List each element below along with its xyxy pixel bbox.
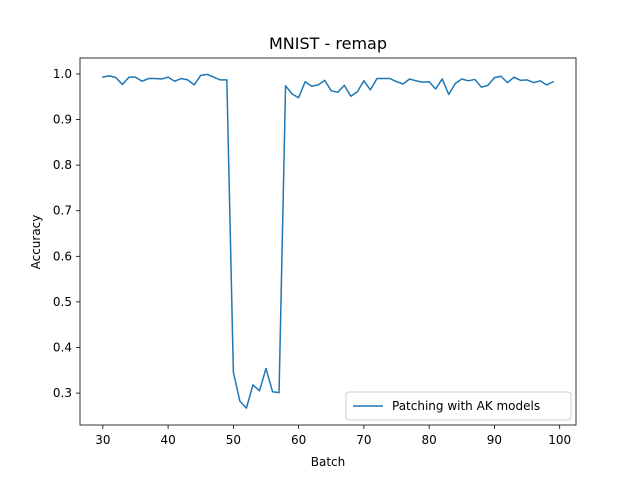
plot-area: 30 40 50 60 70 80 90 100 0.3 0.4 0.5 0.6 0.7 0.8 0.9 1.… — [53, 57, 577, 447]
y-tick-label: 0.9 — [53, 113, 72, 127]
x-tick-label: 100 — [548, 433, 571, 447]
x-tick-label: 60 — [291, 433, 306, 447]
y-tick-label: 0.5 — [53, 295, 72, 309]
series-line-0 — [101, 73, 555, 409]
y-tick-label: 1.0 — [53, 67, 72, 81]
legend-box — [345, 391, 572, 421]
x-tick-label: 40 — [160, 433, 175, 447]
y-tick-label: 0.3 — [53, 386, 72, 400]
x-tick-label: 30 — [95, 433, 110, 447]
x-tick-label: 90 — [487, 433, 502, 447]
x-tick-label: 80 — [422, 433, 437, 447]
x-tick-label: 50 — [226, 433, 241, 447]
y-tick-label: 0.4 — [53, 340, 72, 354]
legend-entry-label: Patching with AK models — [392, 399, 540, 413]
y-tick-label: 0.7 — [53, 204, 72, 218]
x-axis-label: Batch — [311, 455, 346, 469]
x-tick-label: 70 — [356, 433, 371, 447]
chart-title: MNIST - remap — [269, 34, 387, 53]
y-tick-label: 0.6 — [53, 249, 72, 263]
axes-frame — [79, 57, 577, 426]
y-axis-label: Accuracy — [29, 215, 43, 270]
legend: Patching with AK models — [345, 391, 572, 421]
y-tick-label: 0.8 — [53, 158, 72, 172]
